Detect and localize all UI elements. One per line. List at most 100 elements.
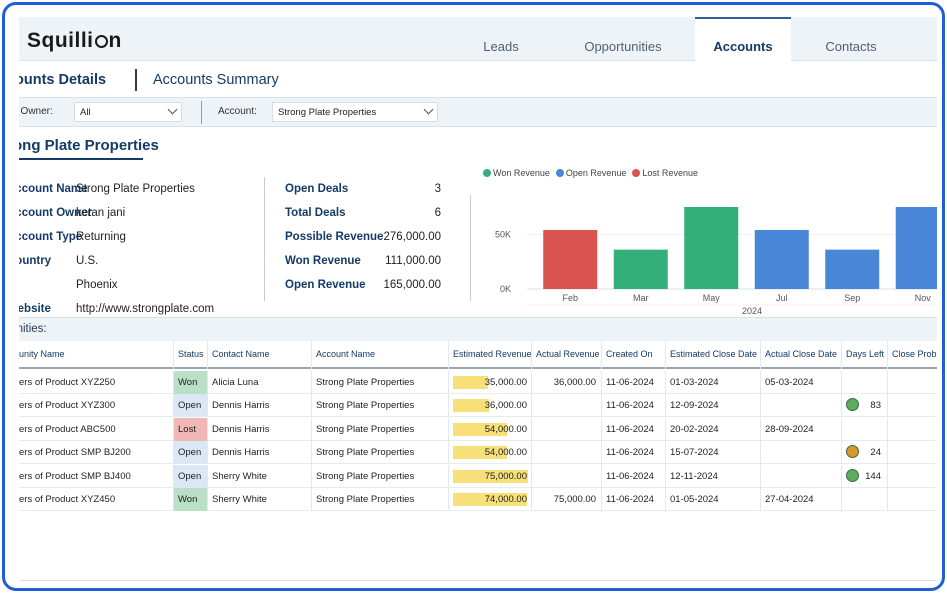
tab-leads[interactable]: Leads <box>483 39 519 54</box>
table-cell: Dennis Harris <box>207 441 311 465</box>
table-cell: 144 <box>841 464 887 488</box>
table-cell: 24 <box>841 441 887 465</box>
estimated-revenue-value: 54,000.00 <box>484 423 527 435</box>
table-cell: 11-06-2024 <box>601 394 665 418</box>
stat-label: Open Revenue <box>285 279 366 291</box>
table-cell: 54,000.00 <box>448 417 531 441</box>
table-row[interactable]: ers of Product ABC500 Lost Dennis Harris St… <box>19 417 937 441</box>
divider <box>201 101 202 124</box>
stat-row: Won Revenue 111,000.00 <box>285 255 441 275</box>
column-header[interactable]: Contact Name <box>207 341 311 369</box>
stat-value: 276,000.00 <box>383 231 441 243</box>
chevron-down-icon <box>167 104 178 115</box>
table-cell: 11-06-2024 <box>601 417 665 441</box>
table-cell: ers of Product SMP BJ400 <box>19 470 131 482</box>
column-header[interactable]: Estimated Revenue <box>448 341 531 369</box>
detail-label: Account Type <box>19 231 93 243</box>
table-cell <box>887 464 937 488</box>
column-header[interactable]: Close Proba <box>887 341 937 369</box>
table-cell <box>760 394 841 418</box>
tab-opportunities[interactable]: Opportunities <box>584 39 662 54</box>
column-header[interactable]: Actual Close Date <box>760 341 841 369</box>
table-cell: ers of Product XYZ450 <box>19 494 116 505</box>
estimated-revenue-bar <box>453 399 489 413</box>
estimated-revenue-bar <box>453 493 527 506</box>
estimated-revenue-value: 36,000.00 <box>484 400 527 412</box>
column-header[interactable]: Estimated Close Date <box>665 341 760 369</box>
tab-accounts[interactable]: Accounts <box>695 17 791 61</box>
y-tick-label: 0K <box>500 284 511 294</box>
column-header[interactable]: Actual Revenue <box>531 341 601 369</box>
status-badge: Won <box>173 371 207 394</box>
column-header[interactable]: unity Name <box>19 349 65 359</box>
table-row[interactable]: ers of Product XYZ300 Open Dennis Harris St… <box>19 394 937 418</box>
table-cell: 11-06-2024 <box>601 488 665 511</box>
divider <box>19 580 937 581</box>
estimated-revenue-value: 54,000.00 <box>484 447 527 459</box>
owner-filter-label: t Owner: <box>19 106 53 117</box>
bar-may <box>684 207 739 289</box>
legend-item: Open Revenue <box>555 168 626 178</box>
table-cell <box>531 464 601 488</box>
table-cell: 36,000.00 <box>448 394 531 418</box>
estimated-revenue-bar <box>453 376 488 389</box>
table-cell: 75,000.00 <box>531 488 601 511</box>
table-cell <box>887 417 937 441</box>
bar-mar <box>613 249 668 289</box>
table-row[interactable]: ers of Product XYZ250 Won Alicia Luna Stron… <box>19 371 937 394</box>
tab-contacts[interactable]: Contacts <box>825 39 877 54</box>
column-header[interactable]: Days Left <box>841 341 887 369</box>
table-cell: 15-07-2024 <box>665 441 760 465</box>
account-select[interactable]: Strong Plate Properties <box>272 102 438 122</box>
column-header[interactable]: Account Name <box>311 341 448 369</box>
legend-dot-icon <box>632 169 641 177</box>
detail-value: Strong Plate Properties <box>76 183 195 195</box>
revenue-bar-chart: 0K 50K Feb Mar May Jul Sep Nov 2024 <box>495 207 937 316</box>
x-tick-label: Sep <box>844 293 860 303</box>
table-cell: 27-04-2024 <box>760 488 841 511</box>
table-cell: Strong Plate Properties <box>311 464 448 488</box>
table-cell: 12-11-2024 <box>665 464 760 488</box>
tab-accounts-details[interactable]: ounts Details <box>19 72 107 88</box>
detail-value: U.S. <box>76 255 99 267</box>
estimated-revenue-value: 74,000.00 <box>484 494 527 505</box>
estimated-revenue-value: 75,000.00 <box>484 470 527 482</box>
status-dot-icon <box>846 445 859 459</box>
detail-label-text: Account Owner <box>19 207 92 219</box>
table-row[interactable]: ers of Product SMP BJ200 Open Dennis Harri… <box>19 441 937 465</box>
filter-bar: t Owner: All Account: Strong Plate Prope… <box>19 97 937 127</box>
table-cell <box>887 488 937 511</box>
divider <box>264 177 265 301</box>
sub-header: ounts Details Accounts Summary <box>19 61 937 97</box>
detail-label-text: Account Type <box>19 231 83 243</box>
column-header[interactable]: Status <box>173 341 207 369</box>
table-cell: Strong Plate Properties <box>311 394 448 418</box>
stat-row: Possible Revenue 276,000.00 <box>285 231 441 251</box>
detail-label-text: Account Name <box>19 183 88 195</box>
table-cell: ers of Product XYZ300 <box>19 400 116 412</box>
column-header[interactable]: Created On <box>601 341 665 369</box>
table-cell: 01-05-2024 <box>665 488 760 511</box>
top-bar: Squilli n Leads Opportunities Accounts Co… <box>19 17 937 61</box>
legend-dot-icon <box>483 169 491 177</box>
stat-value: 111,000.00 <box>385 255 441 267</box>
tab-accounts-summary[interactable]: Accounts Summary <box>153 72 279 88</box>
stat-row: Open Revenue 165,000.00 <box>285 279 441 299</box>
owner-select[interactable]: All <box>74 102 182 122</box>
x-tick-label: Nov <box>915 293 932 303</box>
stat-value: 3 <box>434 183 441 195</box>
table-row[interactable]: ers of Product XYZ450 Won Sherry White Stro… <box>19 488 937 511</box>
table-row[interactable]: ers of Product SMP BJ400 Open Sherry White… <box>19 464 937 488</box>
detail-label: Country <box>19 255 93 267</box>
x-tick-label: Jul <box>776 293 788 303</box>
table-cell <box>531 441 601 465</box>
bar-nov <box>895 207 937 289</box>
table-cell: 05-03-2024 <box>760 371 841 394</box>
table-cell: 11-06-2024 <box>601 464 665 488</box>
y-tick-label: 50K <box>495 229 511 239</box>
divider <box>470 195 471 301</box>
table-cell <box>760 441 841 465</box>
table-cell: Sherry White <box>207 488 311 511</box>
stat-value: 6 <box>434 207 441 219</box>
